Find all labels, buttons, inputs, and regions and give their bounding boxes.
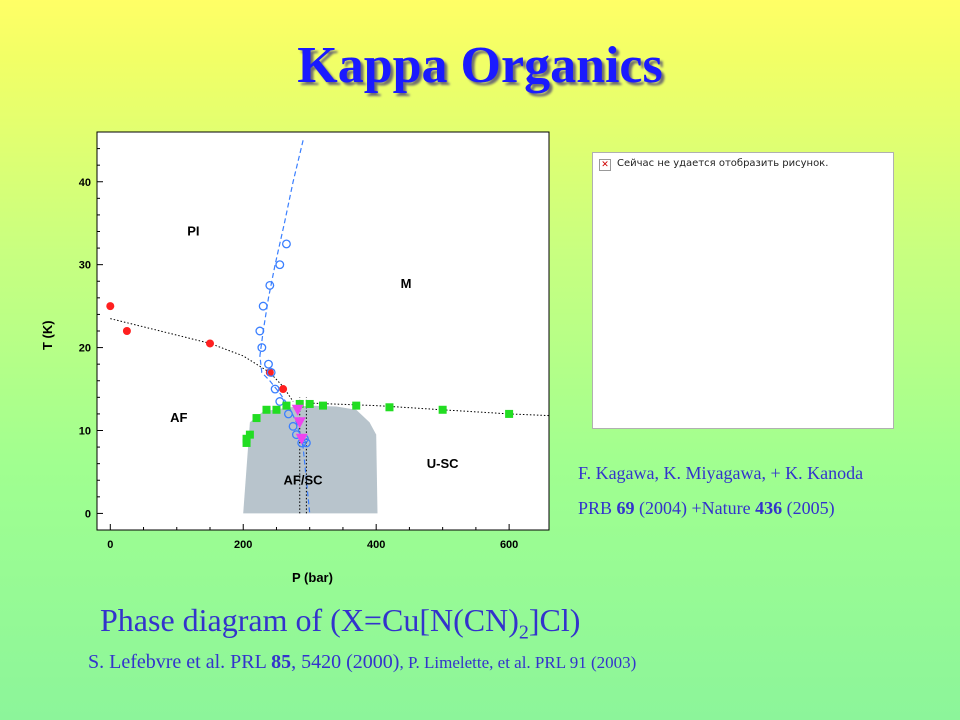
data-point-green-2 bbox=[252, 414, 261, 423]
data-point-blue-11 bbox=[288, 421, 298, 431]
data-point-magenta-0 bbox=[291, 404, 304, 416]
phase-diagram-chart: 0 200 400 600 0 10 20 30 40 PI M AF AF/SC U-SC P (ba… bbox=[40, 131, 550, 585]
ref-prb: PRB bbox=[578, 498, 617, 518]
x-tick-label: 200 bbox=[234, 539, 252, 551]
broken-image-placeholder: ✕ Сейчас не удается отобразить рисунок. bbox=[592, 152, 894, 429]
data-point-blue-5 bbox=[257, 343, 267, 353]
data-point-green-10 bbox=[385, 403, 394, 412]
data-point-blue-4 bbox=[255, 326, 265, 336]
axis-ticks: 0 200 400 600 0 10 20 30 40 bbox=[79, 148, 518, 551]
sc-region bbox=[243, 405, 378, 514]
data-point-blue-10 bbox=[283, 409, 293, 419]
citation: S. Lefebvre et al. PRL 85, 5420 (2000), … bbox=[88, 651, 636, 674]
y-tick-label: 0 bbox=[85, 508, 91, 520]
data-point-magenta-2 bbox=[295, 433, 308, 445]
data-point-blue-9 bbox=[275, 397, 285, 406]
data-point-green-0 bbox=[242, 434, 251, 443]
data-point-blue-2 bbox=[265, 280, 275, 290]
citation-part3: , P. Limelette, et al. PRL 91 (2003) bbox=[399, 653, 637, 672]
caption-subscript: 2 bbox=[518, 621, 529, 644]
caption-main: Phase diagram of (X=Cu[N(CN) bbox=[100, 602, 519, 638]
y-tick-label: 10 bbox=[79, 426, 91, 438]
reference-authors: F. Kagawa, K. Miyagawa, + K. Kanoda bbox=[578, 463, 864, 483]
x-tick-label: 400 bbox=[367, 539, 385, 551]
phase-diagram-caption: Phase diagram of (X=Cu[N(CN)2]Cl) bbox=[100, 602, 580, 644]
data-point-red-2 bbox=[206, 339, 214, 348]
chart-marks bbox=[106, 239, 514, 448]
region-label-pi: PI bbox=[187, 224, 199, 239]
region-labels: PI M AF AF/SC U-SC bbox=[170, 224, 459, 488]
data-point-green-7 bbox=[305, 399, 314, 408]
slide-title: Kappa Organics bbox=[297, 37, 663, 94]
data-point-red-4 bbox=[279, 385, 288, 394]
data-point-magenta-1 bbox=[293, 417, 306, 429]
data-point-blue-6 bbox=[264, 359, 273, 369]
x-tick-label: 0 bbox=[107, 539, 113, 551]
broken-image-icon: ✕ bbox=[599, 159, 611, 171]
data-point-green-3 bbox=[262, 405, 271, 414]
ref-nature-volume: 436 bbox=[755, 498, 783, 518]
y-tick-label: 30 bbox=[79, 260, 91, 272]
x-axis-label: P (bar) bbox=[292, 570, 333, 585]
reference-journals: PRB 69 (2004) +Nature 436 (2005) bbox=[578, 498, 835, 519]
y-tick-label: 20 bbox=[79, 343, 91, 355]
ref-end: (2005) bbox=[782, 498, 835, 518]
y-axis-label: T (K) bbox=[40, 320, 55, 350]
region-label-usc: U-SC bbox=[427, 456, 459, 471]
broken-image-text: Сейчас не удается отобразить рисунок. bbox=[617, 158, 829, 169]
citation-part2: , 5420 (2000) bbox=[291, 651, 400, 673]
data-point-blue-8 bbox=[270, 384, 280, 394]
data-point-blue-1 bbox=[275, 260, 285, 270]
data-point-green-8 bbox=[319, 401, 327, 410]
data-point-blue-0 bbox=[281, 239, 291, 249]
region-label-m: M bbox=[401, 276, 412, 291]
x-tick-label: 600 bbox=[500, 539, 518, 551]
data-point-green-4 bbox=[272, 405, 281, 414]
data-point-blue-7 bbox=[266, 368, 276, 377]
data-point-green-9 bbox=[352, 401, 361, 410]
data-point-green-6 bbox=[295, 399, 304, 408]
citation-part1: S. Lefebvre et al. PRL bbox=[88, 651, 272, 673]
data-point-green-11 bbox=[438, 405, 447, 414]
data-point-red-1 bbox=[122, 327, 131, 335]
y-tick-label: 40 bbox=[79, 177, 91, 189]
citation-volume: 85 bbox=[271, 651, 292, 673]
ref-prb-volume: 69 bbox=[616, 498, 635, 518]
region-label-afsc: AF/SC bbox=[284, 472, 324, 487]
data-point-green-1 bbox=[245, 430, 254, 439]
data-point-blue-3 bbox=[258, 301, 268, 311]
data-point-green-5 bbox=[282, 401, 291, 410]
ref-mid: (2004) +Nature bbox=[634, 498, 756, 518]
data-point-green-12 bbox=[505, 409, 514, 418]
data-point-red-0 bbox=[106, 302, 115, 311]
region-label-af: AF bbox=[170, 410, 187, 425]
data-point-green-13 bbox=[242, 438, 251, 447]
caption-end: ]Cl) bbox=[528, 602, 581, 638]
